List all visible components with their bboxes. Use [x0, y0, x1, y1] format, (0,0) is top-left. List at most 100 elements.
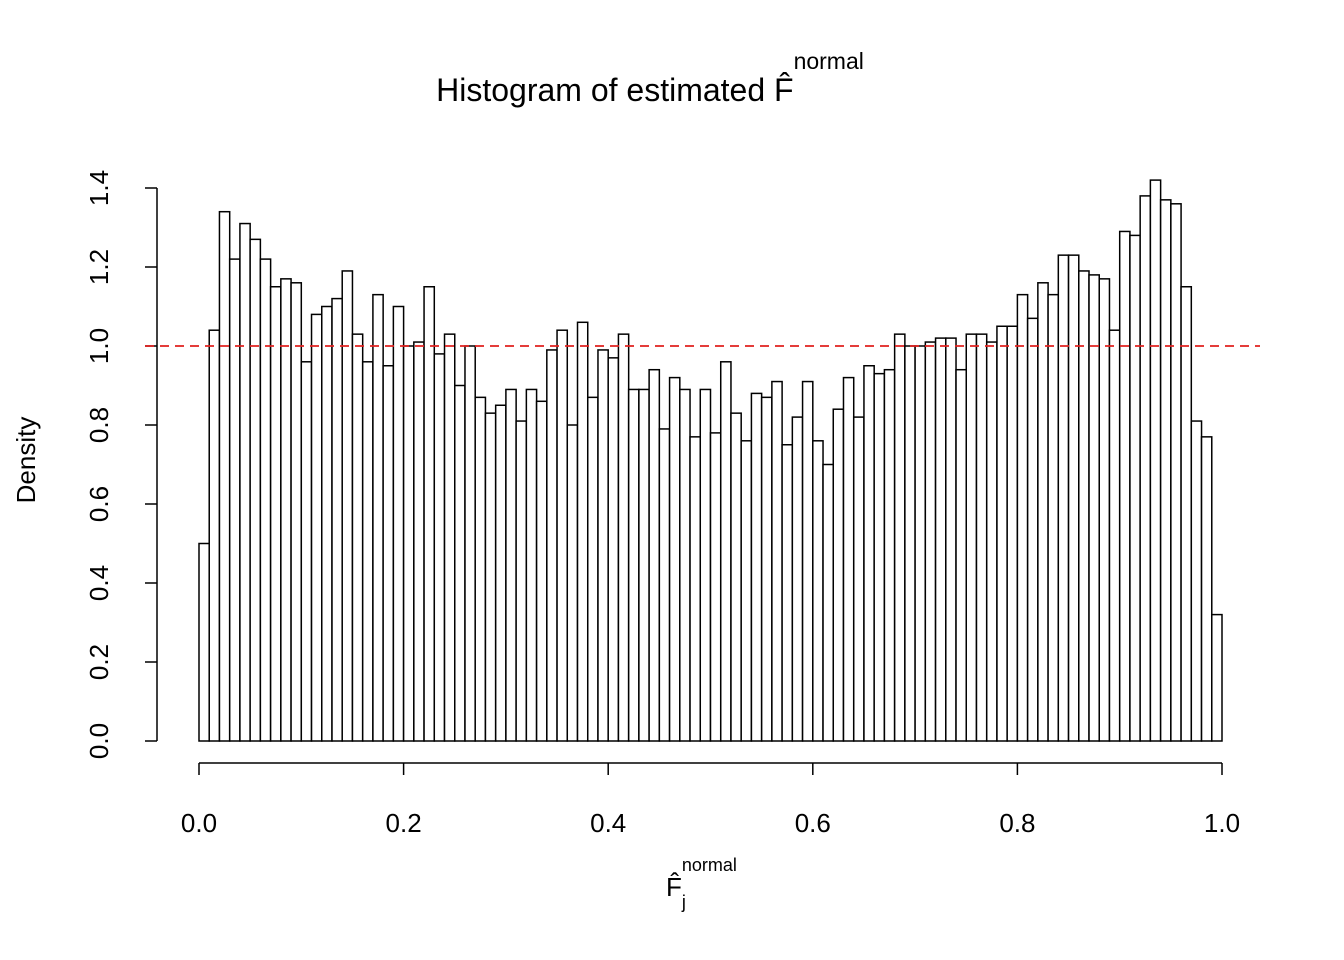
- y-tick-label: 0.6: [84, 486, 114, 522]
- bar: [750, 392, 763, 742]
- bar: [474, 396, 487, 742]
- bar: [1047, 293, 1060, 742]
- bar: [218, 210, 231, 742]
- x-tick-label: 0.2: [386, 808, 422, 838]
- bar: [535, 400, 548, 742]
- bar: [382, 365, 395, 742]
- bar: [1118, 230, 1131, 742]
- x-tick-label: 0.8: [999, 808, 1035, 838]
- bar: [300, 361, 313, 742]
- bar: [955, 368, 968, 742]
- bar: [402, 345, 415, 742]
- bar: [924, 341, 937, 742]
- bar: [699, 388, 712, 742]
- title-sup: normal: [794, 48, 864, 74]
- bar: [1057, 254, 1070, 742]
- y-tick-label: 1.2: [84, 249, 114, 285]
- bar: [607, 357, 620, 742]
- x-tick-label: 0.6: [795, 808, 831, 838]
- bar: [914, 345, 927, 742]
- bar: [1200, 436, 1213, 742]
- y-axis-label: Density: [11, 417, 41, 504]
- bar: [1159, 199, 1172, 742]
- bar: [1139, 195, 1152, 742]
- bar: [443, 333, 456, 742]
- bar: [740, 440, 753, 742]
- bar: [413, 341, 425, 742]
- bar: [310, 313, 323, 742]
- bar: [719, 361, 732, 742]
- bar: [546, 349, 558, 742]
- bar: [679, 388, 691, 742]
- bar: [361, 361, 374, 742]
- bar: [280, 278, 292, 742]
- bar: [198, 542, 210, 742]
- bar: [505, 388, 517, 742]
- bar: [331, 297, 343, 742]
- y-tick-label: 1.0: [84, 328, 114, 364]
- bar: [249, 238, 262, 742]
- bar: [1108, 329, 1121, 742]
- bar: [1088, 274, 1100, 742]
- bar: [781, 444, 794, 742]
- bar: [801, 380, 814, 742]
- bar: [1149, 179, 1162, 742]
- bar: [1190, 420, 1203, 742]
- bar: [586, 396, 599, 742]
- xlabel-text: F̂: [666, 872, 682, 902]
- bar: [996, 325, 1008, 742]
- bar: [1180, 286, 1193, 742]
- bar: [904, 345, 916, 742]
- y-tick-label: 0.8: [84, 407, 114, 443]
- xlabel-sub: j: [681, 892, 686, 912]
- bar: [566, 424, 579, 742]
- x-axis-label: F̂j normal: [666, 855, 737, 912]
- bar: [372, 293, 384, 742]
- bar: [873, 372, 886, 742]
- bar: [556, 329, 569, 742]
- bar: [822, 463, 835, 742]
- chart-title: Histogram of estimated F̂normal: [436, 48, 864, 108]
- xlabel-sup: normal: [682, 855, 737, 875]
- bar: [842, 376, 855, 742]
- bar: [1078, 270, 1090, 742]
- bar: [239, 222, 251, 742]
- x-tick-label: 0.4: [590, 808, 626, 838]
- bar: [883, 368, 896, 742]
- bar: [1006, 325, 1019, 742]
- bar: [812, 440, 824, 742]
- bar: [852, 416, 865, 742]
- bar: [965, 333, 978, 742]
- bar: [597, 349, 609, 742]
- bar: [1211, 613, 1223, 742]
- bar: [228, 258, 241, 742]
- bar: [627, 388, 640, 742]
- bar: [259, 258, 272, 742]
- bar: [832, 408, 845, 742]
- bar: [392, 305, 405, 742]
- bar: [709, 432, 722, 742]
- bar: [975, 333, 988, 742]
- bar: [494, 404, 507, 742]
- x-tick-label: 0.0: [181, 808, 217, 838]
- x-tick-label: 1.0: [1204, 808, 1240, 838]
- bar: [576, 321, 589, 742]
- bar: [321, 305, 333, 742]
- bar: [208, 329, 221, 742]
- bar: [1170, 203, 1182, 742]
- bar: [269, 286, 282, 742]
- title-text: Histogram of estimated F̂: [436, 72, 793, 108]
- bar: [668, 376, 681, 742]
- bar: [290, 282, 303, 742]
- bar: [484, 412, 497, 742]
- y-tick-label: 0.0: [84, 723, 114, 759]
- y-tick-label: 0.2: [84, 644, 114, 680]
- bar: [341, 270, 354, 742]
- bar: [945, 337, 957, 742]
- bar: [863, 365, 875, 742]
- bar: [464, 345, 476, 742]
- bar: [351, 333, 364, 742]
- bar: [1016, 293, 1029, 742]
- bar: [515, 420, 528, 742]
